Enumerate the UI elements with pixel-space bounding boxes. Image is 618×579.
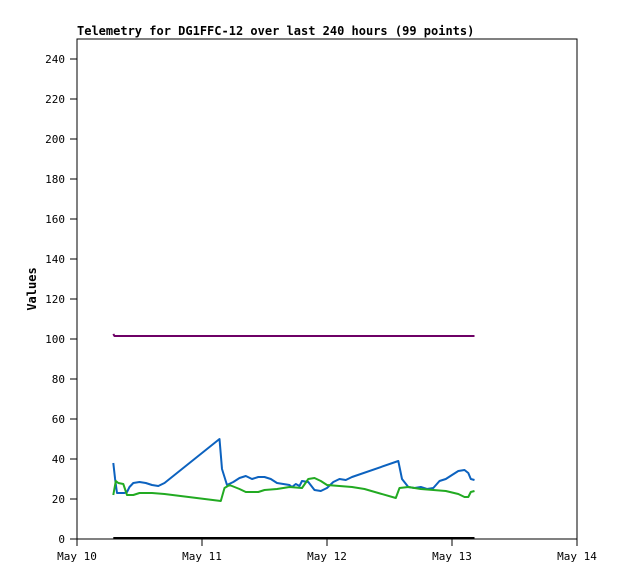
- y-axis-label: Values: [25, 267, 39, 310]
- y-tick-label: 100: [45, 333, 65, 346]
- y-tick-label: 60: [52, 413, 65, 426]
- series-line-1: [112, 333, 475, 337]
- x-tick-label: May 13: [432, 550, 472, 563]
- x-tick-label: May 14: [557, 550, 597, 563]
- plot-frame: [76, 38, 578, 540]
- y-tick-label: 180: [45, 173, 65, 186]
- x-tick-label: May 11: [182, 550, 222, 563]
- x-axis: May 10 May 11 May 12 May 13 May 14: [57, 539, 597, 563]
- y-tick-label: 240: [45, 53, 65, 66]
- x-tick-label: May 10: [57, 550, 97, 563]
- y-tick-label: 200: [45, 133, 65, 146]
- y-tick-label: 80: [52, 373, 65, 386]
- series-line-2: [112, 438, 475, 494]
- series-line-3: [112, 477, 475, 502]
- series-layer: [112, 333, 475, 539]
- y-tick-label: 0: [58, 533, 65, 546]
- y-tick-label: 140: [45, 253, 65, 266]
- y-tick-label: 20: [52, 493, 65, 506]
- y-axis: 0 20 40 60 80 100 120 140 160 180 200 220 240: [45, 53, 77, 546]
- y-tick-label: 120: [45, 293, 65, 306]
- x-tick-label: May 12: [307, 550, 347, 563]
- y-tick-label: 160: [45, 213, 65, 226]
- chart-title: Telemetry for DG1FFC-12 over last 240 ho…: [77, 24, 474, 38]
- y-tick-label: 220: [45, 93, 65, 106]
- y-tick-label: 40: [52, 453, 65, 466]
